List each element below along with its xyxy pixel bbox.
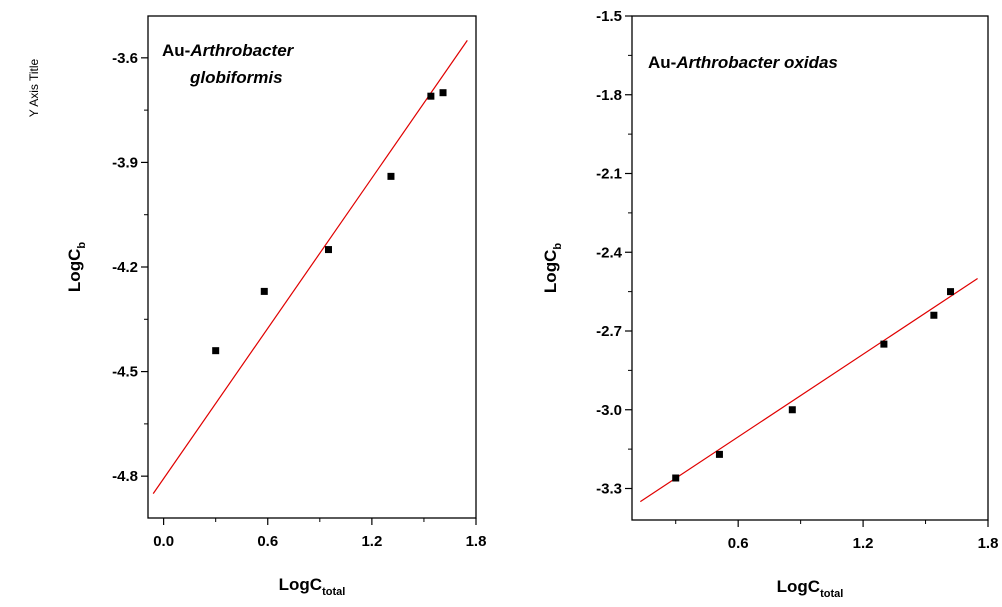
data-point [427, 92, 435, 100]
panel-annotation: Au-Arthrobacter oxidas [648, 53, 838, 72]
data-point [930, 311, 938, 319]
plot-frame [147, 15, 477, 519]
side-axis-title: Y Axis Title [27, 58, 41, 117]
y-tick-label: -3.9 [112, 154, 138, 171]
y-tick-label: -2.7 [596, 323, 622, 340]
x-tick-label: 1.8 [978, 535, 999, 552]
y-tick-label: -3.6 [112, 50, 138, 67]
panel-right: 0.6 1.2 1.8 -3.3 -3.0 -2.7 -2.4 -2.1 -1.8 -1.5 Au-… [541, 8, 998, 600]
panel-left: 0.0 0.6 1.2 1.8 -4.8 -4.5 -4.2 -3.9 -3.6 Au-Arthr… [65, 15, 487, 598]
x-tick-label: 0.6 [728, 535, 749, 552]
x-tick-label: 1.2 [361, 533, 382, 550]
x-tick-label: 0.0 [153, 533, 174, 550]
x-axis-label: LogCtotal [279, 575, 346, 598]
y-tick-label: -1.5 [596, 8, 622, 25]
plot-frame [631, 15, 989, 521]
data-point [788, 406, 796, 414]
data-point [212, 347, 220, 355]
fit-line [639, 277, 978, 503]
panel-annotation: Au-Arthrobacter [162, 41, 295, 60]
data-point [880, 340, 888, 348]
x-axis-label: LogCtotal [777, 577, 844, 600]
y-tick-label: -3.0 [596, 402, 622, 419]
panel-annotation-line2: globiformis [189, 68, 283, 87]
y-tick-label: -4.8 [112, 468, 138, 485]
data-point [672, 474, 680, 482]
data-point [387, 172, 395, 180]
y-tick-label: -3.3 [596, 481, 622, 498]
y-tick-label: -1.8 [596, 87, 622, 104]
data-point [439, 89, 447, 97]
y-tick-label: -2.4 [596, 244, 623, 261]
y-axis-label: LogCb [65, 242, 88, 292]
x-tick-label: 1.8 [466, 533, 487, 550]
data-point [324, 246, 332, 254]
y-tick-label: -4.5 [112, 364, 138, 381]
data-point [715, 450, 723, 458]
y-tick-label: -2.1 [596, 166, 622, 183]
y-axis-label: LogCb [541, 243, 564, 293]
fit-line [152, 40, 468, 494]
data-point [947, 288, 955, 296]
x-tick-label: 1.2 [853, 535, 874, 552]
x-tick-label: 0.6 [257, 533, 278, 550]
data-point [260, 287, 268, 295]
y-tick-label: -4.2 [112, 259, 138, 276]
